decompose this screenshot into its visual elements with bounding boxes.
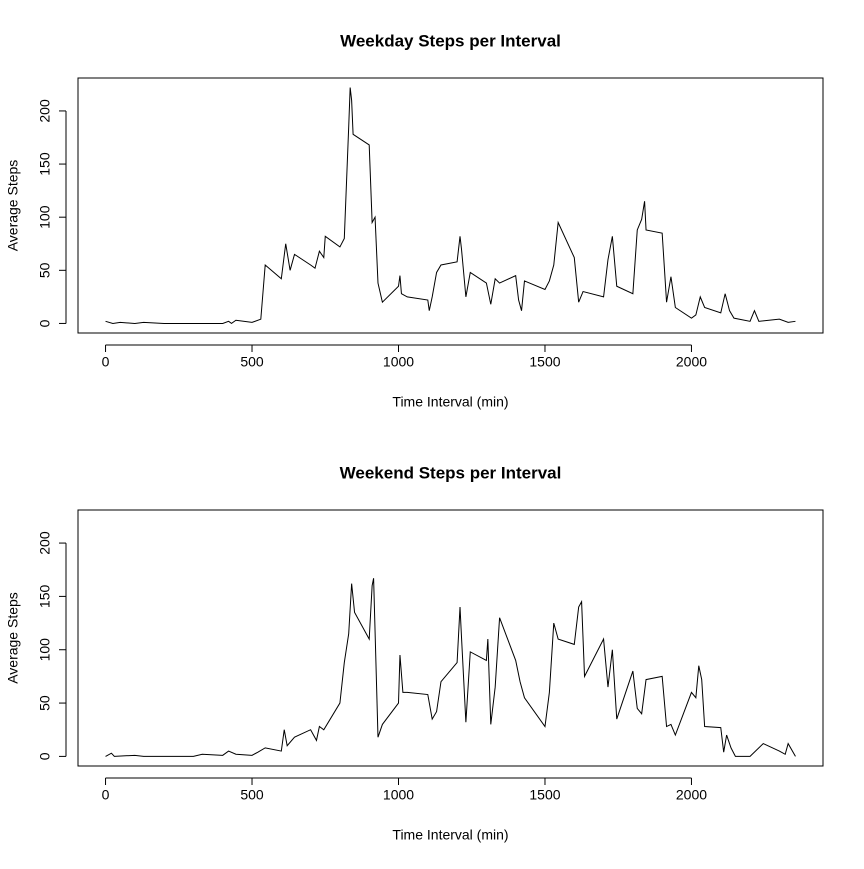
plot-box bbox=[77, 77, 824, 334]
y-tick-label: 50 bbox=[37, 262, 53, 278]
y-tick-label: 150 bbox=[37, 585, 53, 609]
y-tick-label: 200 bbox=[37, 531, 53, 555]
x-tick-label: 1000 bbox=[383, 354, 414, 370]
data-line bbox=[105, 87, 796, 325]
chart-title: Weekday Steps per Interval bbox=[340, 31, 561, 50]
plot-box bbox=[77, 509, 824, 767]
x-tick-label: 500 bbox=[240, 787, 264, 803]
x-axis-label: Time Interval (min) bbox=[392, 394, 508, 410]
x-tick-label: 500 bbox=[240, 354, 264, 370]
x-tick-label: 0 bbox=[102, 787, 110, 803]
x-tick-label: 2000 bbox=[676, 787, 707, 803]
x-tick-label: 0 bbox=[102, 354, 110, 370]
y-tick-label: 150 bbox=[37, 152, 53, 176]
x-tick-label: 1500 bbox=[529, 787, 560, 803]
data-line bbox=[105, 578, 796, 757]
y-tick-label: 100 bbox=[37, 205, 53, 229]
y-tick-label: 0 bbox=[37, 752, 53, 760]
y-tick-label: 100 bbox=[37, 638, 53, 662]
x-tick-label: 1000 bbox=[383, 787, 414, 803]
chart-title: Weekend Steps per Interval bbox=[340, 463, 562, 482]
y-axis-label: Average Steps bbox=[5, 160, 21, 252]
y-axis-label: Average Steps bbox=[5, 592, 21, 684]
y-tick-label: 0 bbox=[37, 319, 53, 327]
y-tick-label: 50 bbox=[37, 695, 53, 711]
x-tick-label: 1500 bbox=[529, 354, 560, 370]
x-tick-label: 2000 bbox=[676, 354, 707, 370]
y-tick-label: 200 bbox=[37, 99, 53, 123]
x-axis-label: Time Interval (min) bbox=[392, 827, 508, 843]
